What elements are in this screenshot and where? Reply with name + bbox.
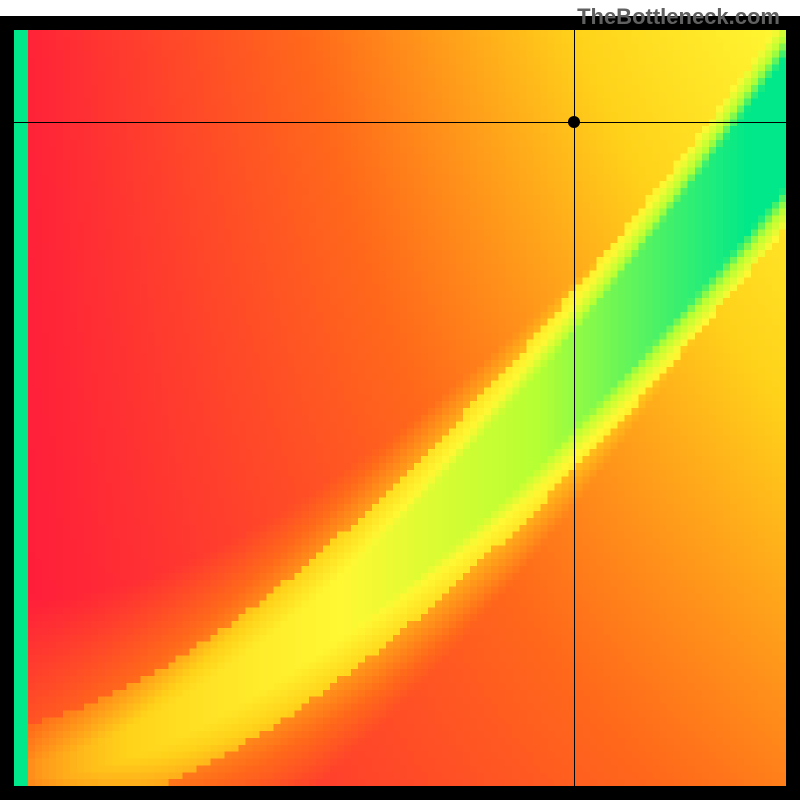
- plot-border-left: [0, 16, 14, 800]
- bottleneck-heatmap: [14, 30, 786, 786]
- crosshair-vertical: [574, 30, 575, 786]
- crosshair-horizontal: [14, 122, 786, 123]
- plot-border-bottom: [0, 786, 800, 800]
- plot-border-right: [786, 16, 800, 800]
- watermark-text: TheBottleneck.com: [577, 4, 780, 30]
- crosshair-marker: [568, 116, 580, 128]
- chart-container: TheBottleneck.com: [0, 0, 800, 800]
